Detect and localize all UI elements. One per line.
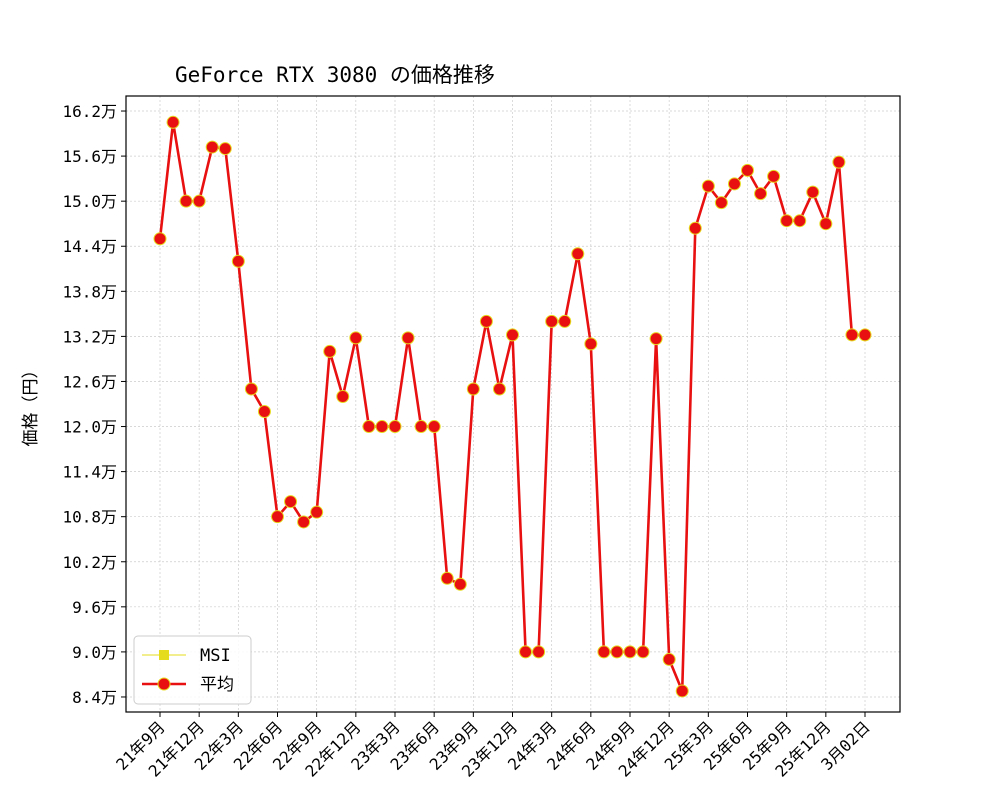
data-point-average xyxy=(793,214,807,228)
data-point-average xyxy=(166,115,180,129)
data-point-average xyxy=(780,214,794,228)
data-point-average xyxy=(349,331,363,345)
data-point-average xyxy=(362,420,376,434)
y-tick-label: 12.0万 xyxy=(62,418,117,437)
y-tick-label: 15.6万 xyxy=(62,147,117,166)
y-tick-label: 10.8万 xyxy=(62,508,117,527)
data-point-average xyxy=(218,142,232,156)
data-point-average xyxy=(741,163,754,177)
x-axis: 21年9月21年12月22年3月22年6月22年9月22年12月23年3月23年… xyxy=(112,712,874,781)
data-point-average xyxy=(453,577,467,591)
data-point-average xyxy=(271,510,284,524)
data-point-average xyxy=(310,505,324,519)
plot-area xyxy=(125,95,901,713)
data-point-average xyxy=(845,328,859,342)
data-point-average xyxy=(479,314,493,328)
data-point-average xyxy=(819,217,833,231)
data-point-average xyxy=(714,196,728,210)
data-point-average xyxy=(597,645,611,659)
data-point-average xyxy=(688,221,702,235)
y-tick-label: 9.6万 xyxy=(72,598,117,617)
data-point-average xyxy=(192,194,206,208)
data-point-average xyxy=(323,344,337,358)
legend-label-average: 平均 xyxy=(200,675,234,695)
y-axis: 8.4万 9.0万 9.6万 10.2万 10.8万 11.4万 12.0万 12.6万 13.… xyxy=(62,102,126,707)
series-layer xyxy=(153,115,872,698)
y-tick-label: 16.2万 xyxy=(62,102,117,121)
data-point-average xyxy=(205,140,219,154)
data-point-average xyxy=(636,645,650,659)
data-point-average xyxy=(401,331,415,345)
y-axis-label: 価格（円） xyxy=(21,362,41,447)
data-point-average xyxy=(806,185,820,199)
data-point-average xyxy=(727,177,741,191)
data-point-average xyxy=(244,382,258,396)
data-point-average xyxy=(558,314,572,328)
grid xyxy=(126,96,900,712)
data-point-average xyxy=(153,232,167,246)
data-point-average xyxy=(571,247,585,261)
y-tick-label: 15.0万 xyxy=(62,192,117,211)
data-point-average xyxy=(767,169,781,183)
data-point-average xyxy=(584,337,598,351)
legend-label-msi: MSI xyxy=(200,646,231,666)
chart-title: GeForce RTX 3080 の価格推移 xyxy=(175,63,495,87)
data-point-average xyxy=(662,652,676,666)
data-point-average xyxy=(297,515,311,529)
data-point-average xyxy=(466,382,480,396)
y-tick-label: 8.4万 xyxy=(72,688,117,707)
data-point-average xyxy=(506,328,519,342)
y-tick-label: 12.6万 xyxy=(62,372,117,391)
data-point-average xyxy=(257,405,271,419)
data-point-average xyxy=(623,645,637,659)
data-point-average xyxy=(754,187,768,201)
data-point-average xyxy=(427,420,441,434)
legend: MSI 平均 xyxy=(133,635,252,705)
data-point-average xyxy=(440,571,454,585)
y-tick-label: 13.8万 xyxy=(62,282,117,301)
legend-marker-msi xyxy=(159,650,169,660)
data-point-average xyxy=(519,645,533,659)
data-point-average xyxy=(231,254,245,268)
y-tick-label: 9.0万 xyxy=(72,643,117,662)
y-tick-label: 11.4万 xyxy=(62,463,117,482)
data-point-average xyxy=(858,328,872,342)
data-point-average xyxy=(179,194,193,208)
legend-marker-average xyxy=(157,677,171,691)
data-point-average xyxy=(284,495,298,509)
y-tick-label: 14.4万 xyxy=(62,237,117,256)
data-point-average xyxy=(375,420,389,434)
data-point-average xyxy=(414,420,428,434)
data-point-average xyxy=(649,332,663,346)
data-point-average xyxy=(336,389,350,403)
data-point-average xyxy=(701,179,715,193)
y-tick-label: 13.2万 xyxy=(62,327,117,346)
data-point-average xyxy=(832,155,846,169)
data-point-average xyxy=(610,645,624,659)
y-tick-label: 10.2万 xyxy=(62,553,117,572)
data-point-average xyxy=(545,314,559,328)
data-point-average xyxy=(532,645,546,659)
data-point-average xyxy=(675,684,689,698)
data-point-average xyxy=(492,382,506,396)
data-point-average xyxy=(388,420,402,434)
